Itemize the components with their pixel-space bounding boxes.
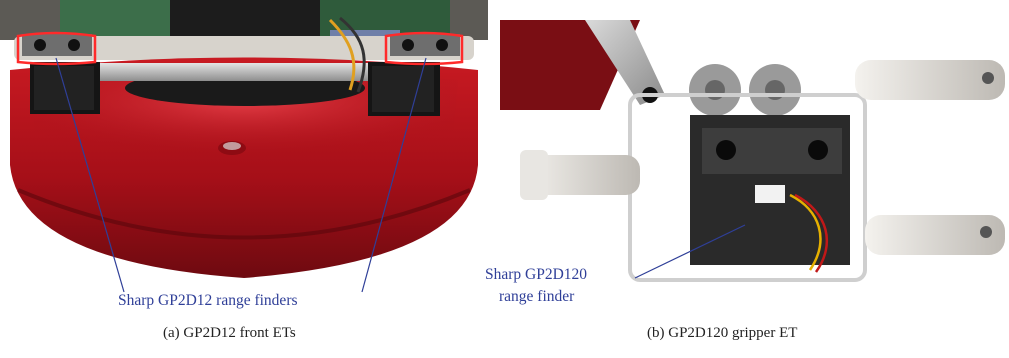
range-finder-label-line1: Sharp GP2D120 [485, 266, 588, 283]
panel-b: Sharp GP2D120 range finder (b) GP2D120 g… [485, 0, 1009, 358]
panel-a-caption: (a) GP2D12 front ETs [163, 325, 296, 341]
robot-front-photo [0, 0, 488, 300]
panel-a: Sharp GP2D12 range finders (a) GP2D12 fr… [0, 0, 488, 358]
range-finders-label: Sharp GP2D12 range finders [118, 292, 298, 309]
gripper-photo [490, 0, 1009, 320]
panel-b-caption: (b) GP2D120 gripper ET [647, 325, 798, 341]
range-finder-label-line2: range finder [499, 288, 575, 305]
